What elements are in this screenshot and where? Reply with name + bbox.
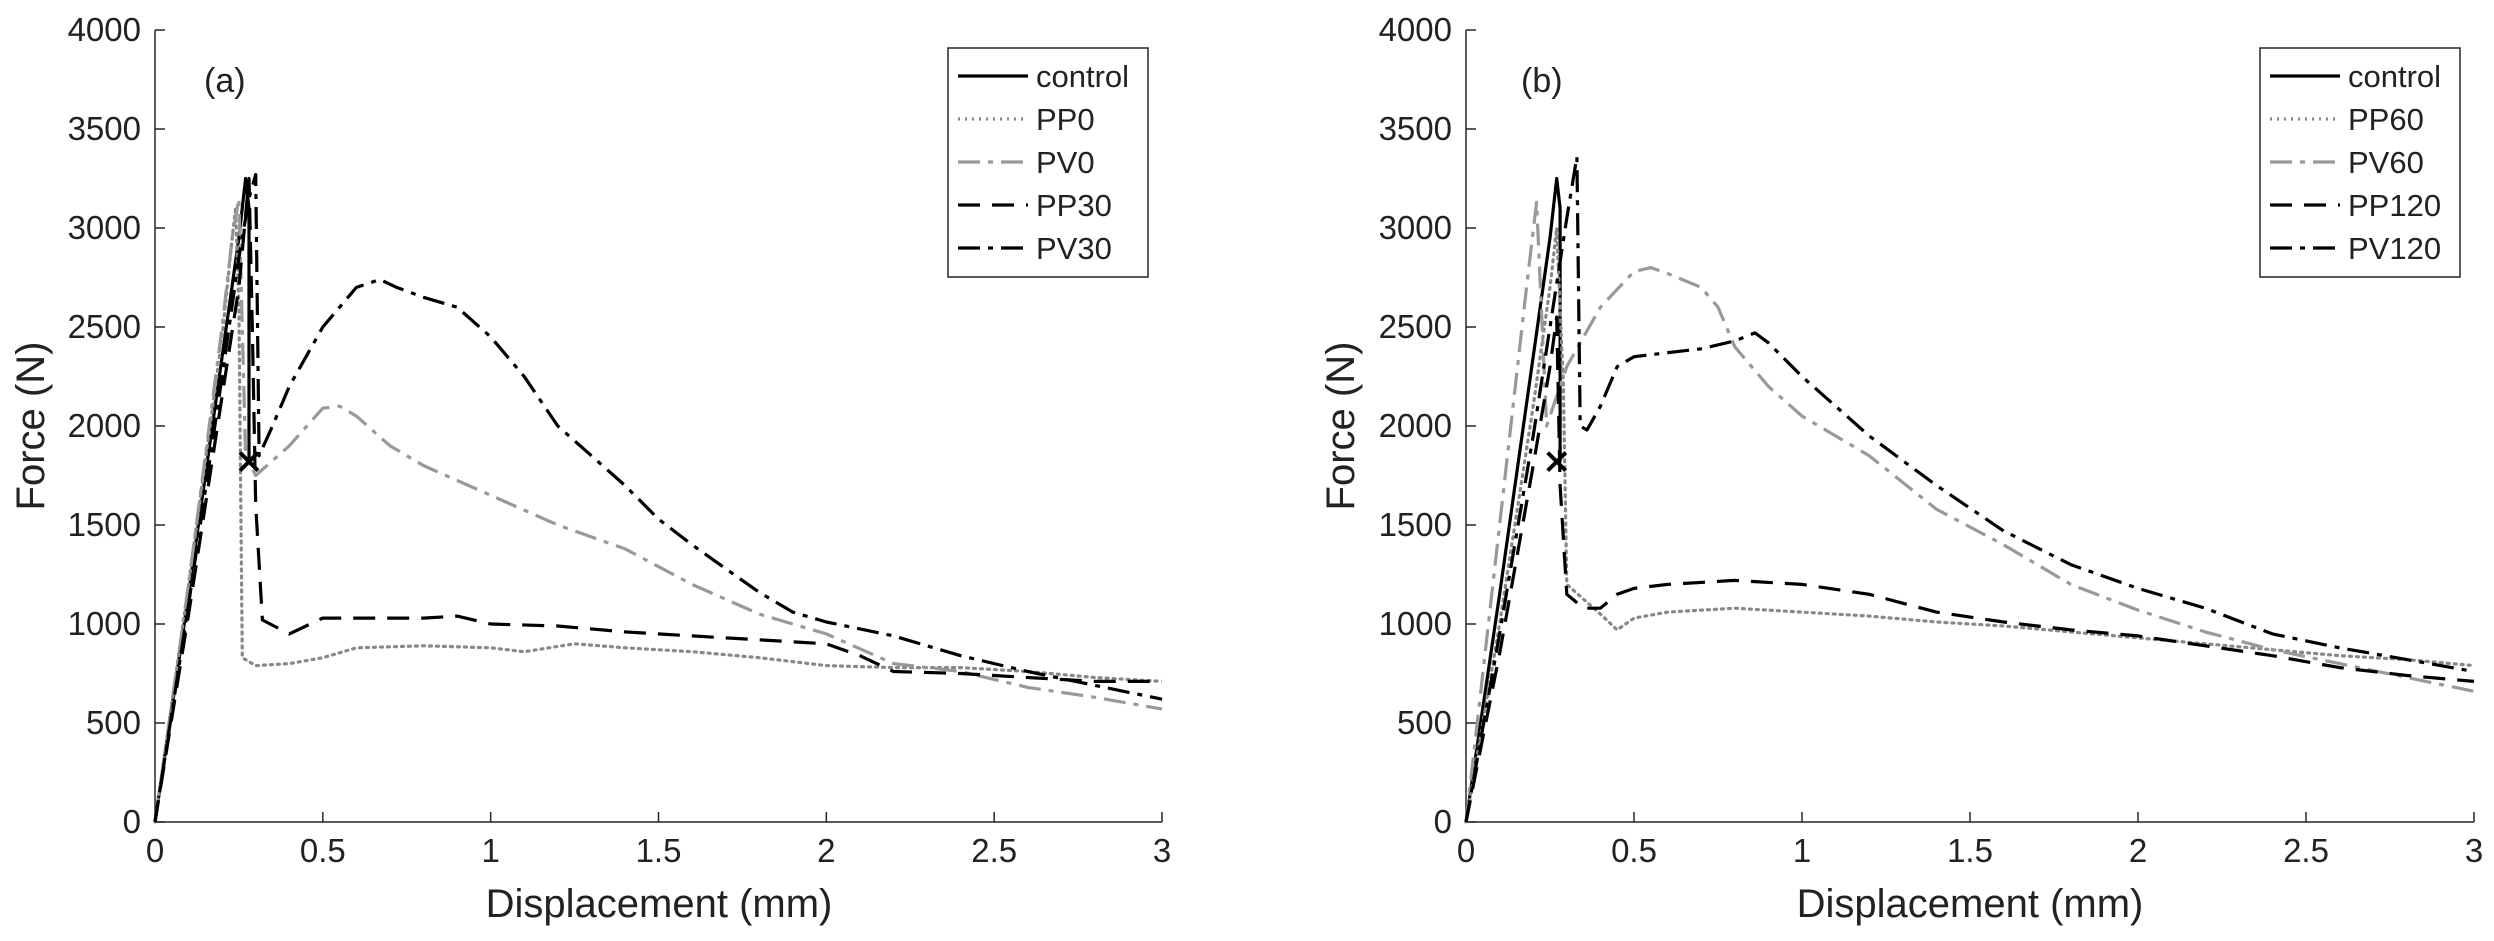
legend: control PP0 PV0 PP30 PV30 [947, 47, 1149, 278]
x-tick-label: 0 [146, 832, 164, 869]
legend-box [2259, 47, 2461, 278]
x-axis-title-a: Displacement (mm) [486, 882, 833, 926]
x-tick-label: 0.5 [1611, 832, 1657, 869]
y-tick-label: 4000 [1379, 11, 1452, 48]
legend-label: PV120 [2348, 231, 2441, 266]
y-tick-label: 2000 [1379, 407, 1452, 444]
series-line-pp120 [1464, 315, 2475, 823]
x-tick-label: 2 [2129, 832, 2147, 869]
x-tick-label: 1.5 [1947, 832, 1993, 869]
x-tick-label: 1 [481, 832, 499, 869]
series-lines [1464, 155, 2476, 824]
y-tick-label: 2000 [68, 407, 141, 444]
x-tick-label: 3 [1153, 832, 1171, 869]
legend-label: PP120 [2348, 188, 2441, 223]
series-line-pv120 [1464, 155, 2475, 823]
series-line-pp60 [1464, 226, 2476, 824]
chart-panel-b: (b) Displacement (mm) Force (N) 0 0.5 1 1.5… [1319, 11, 2483, 926]
legend-label: PV30 [1036, 231, 1112, 266]
panel-label-a: (a) [204, 62, 246, 100]
y-tick-label: 1000 [1379, 605, 1452, 642]
legend-label: control [2348, 59, 2441, 94]
y-axis-title-b: Force (N) [1319, 342, 1363, 511]
series-line-control [1464, 176, 1562, 823]
x-tick-label: 2.5 [971, 832, 1017, 869]
x-tick-label: 2 [817, 832, 835, 869]
legend-label: PV0 [1036, 145, 1095, 180]
y-tick-label: 0 [1434, 803, 1452, 840]
x-tick-label: 1.5 [636, 832, 682, 869]
legend-label: control [1036, 59, 1129, 94]
chart-panel-a: (a) Displacement (mm) Force (N) 0 0.5 1 1.5… [9, 11, 1171, 926]
y-tick-label: 4000 [68, 11, 141, 48]
y-tick-label: 0 [123, 803, 141, 840]
series-line-pv0 [153, 196, 1163, 823]
plot-area: 0 0.5 1 1.5 2 2.5 3 0 500 1000 1500 2000 2500 3000 350… [1379, 11, 2484, 869]
legend-box [947, 47, 1149, 278]
x-tick-label: 1 [1793, 832, 1811, 869]
panel-label-b: (b) [1521, 62, 1563, 100]
legend-label: PP0 [1036, 102, 1095, 137]
x-tick-label: 0.5 [300, 832, 346, 869]
plot-area: 0 0.5 1 1.5 2 2.5 3 0 500 1000 1500 2000 2500 3000 350… [68, 11, 1172, 869]
series-line-pp30 [153, 176, 1162, 823]
y-tick-label: 1000 [68, 605, 141, 642]
y-tick-label: 1500 [1379, 506, 1452, 543]
x-axis-title-b: Displacement (mm) [1797, 882, 2144, 926]
y-tick-label: 500 [86, 704, 141, 741]
y-tick-label: 3000 [68, 209, 141, 246]
series-lines [153, 172, 1164, 824]
y-tick-label: 1500 [68, 506, 141, 543]
legend-label: PP30 [1036, 188, 1112, 223]
legend-label: PP60 [2348, 102, 2424, 137]
failure-marker [238, 451, 260, 473]
y-axis-title-a: Force (N) [9, 342, 53, 511]
failure-marker [1546, 451, 1568, 473]
y-tick-label: 2500 [1379, 308, 1452, 345]
y-tick-label: 500 [1397, 704, 1452, 741]
y-tick-label: 3500 [1379, 110, 1452, 147]
x-tick-label: 2.5 [2283, 832, 2329, 869]
y-tick-label: 3000 [1379, 209, 1452, 246]
series-line-pv60 [1464, 200, 2475, 823]
legend-label: PV60 [2348, 145, 2424, 180]
x-tick-label: 3 [2465, 832, 2483, 869]
series-line-pp0 [153, 206, 1164, 824]
x-tick-label: 0 [1457, 832, 1475, 869]
series-line-pv30 [153, 172, 1163, 823]
legend: control PP60 PV60 PP120 PV120 [2259, 47, 2461, 278]
y-tick-label: 3500 [68, 110, 141, 147]
y-tick-label: 2500 [68, 308, 141, 345]
